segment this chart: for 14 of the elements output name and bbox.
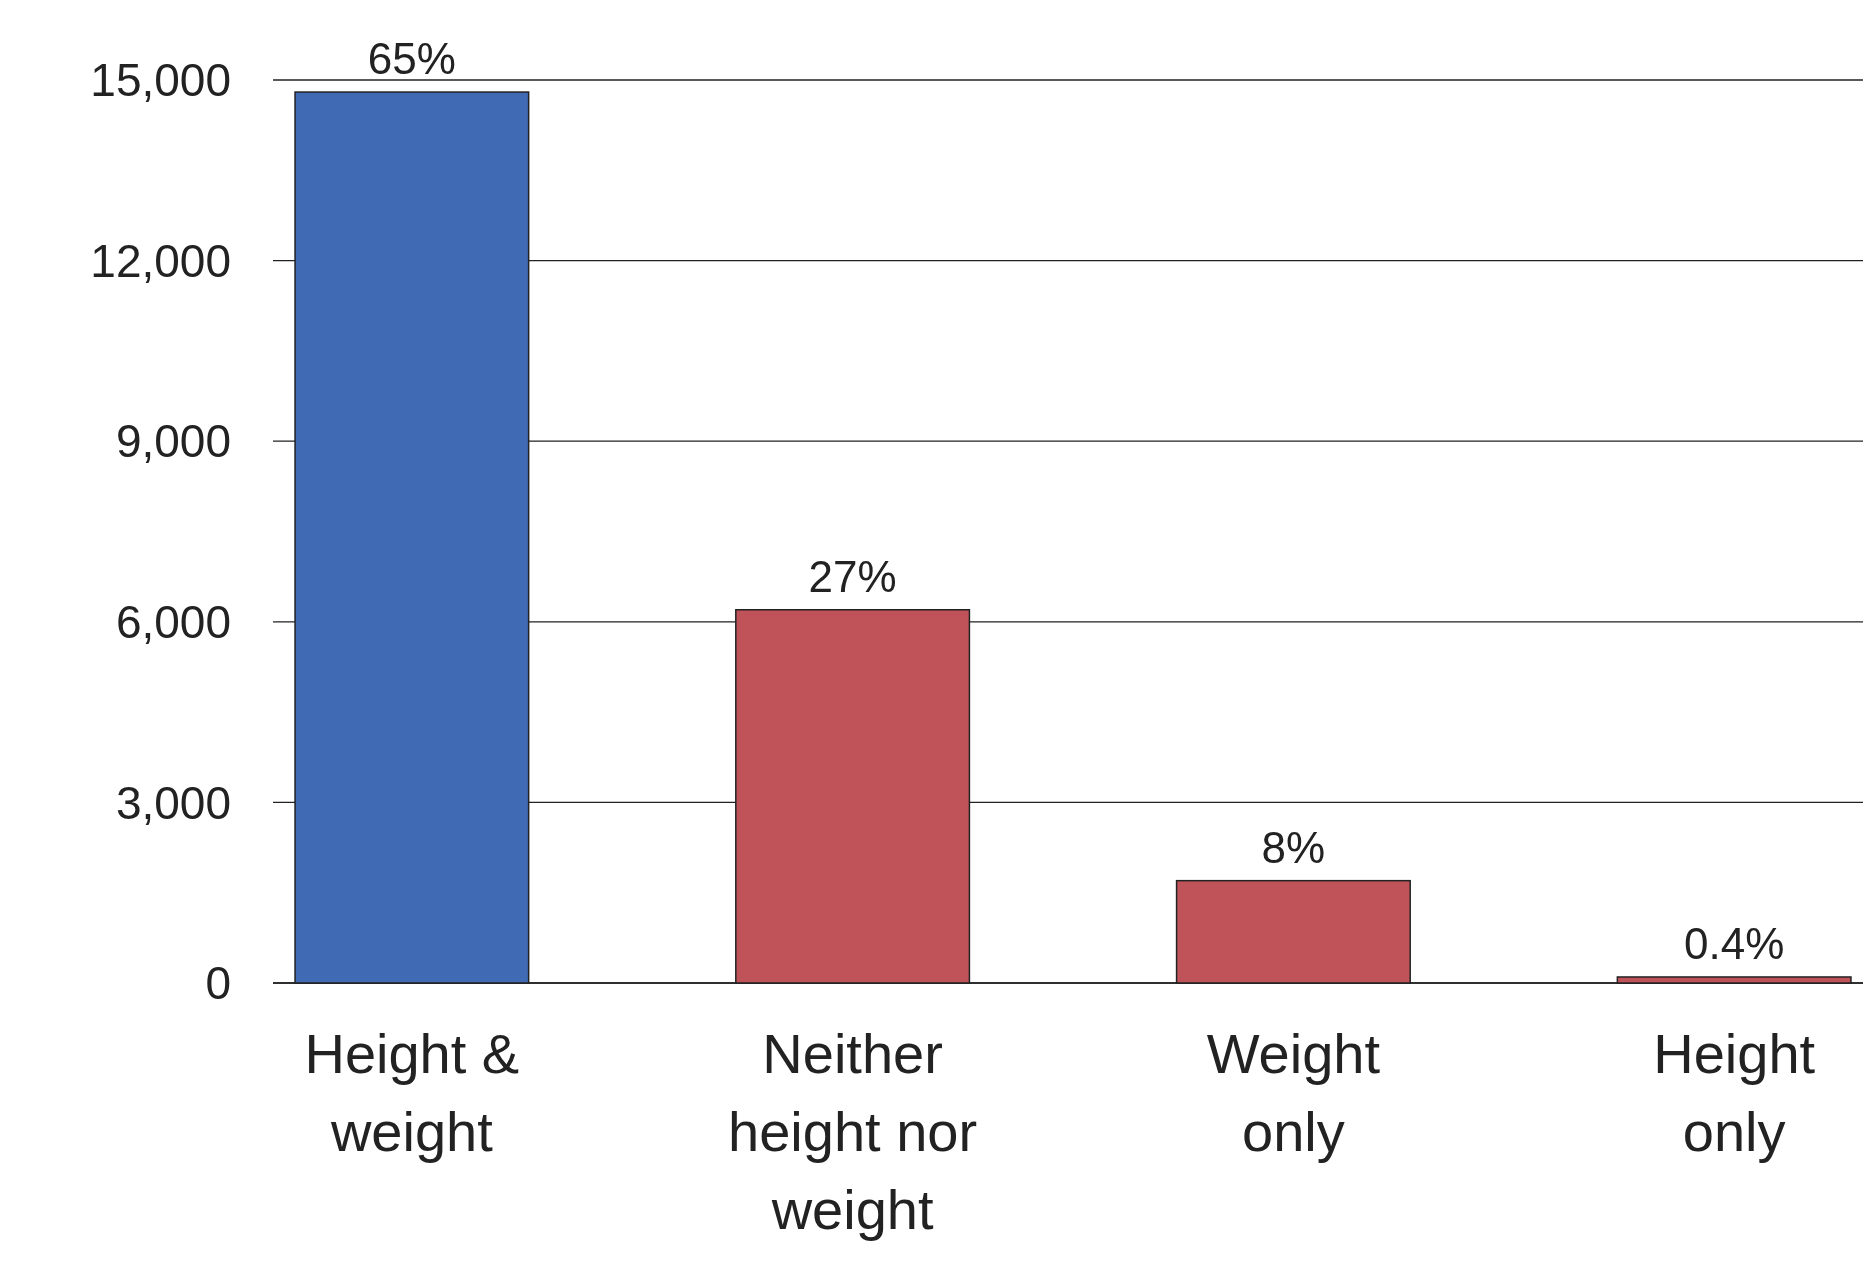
y-tick-label: 12,000 [90, 234, 231, 287]
annotation: 27% [808, 551, 897, 601]
y-tick-label: 6,000 [115, 595, 231, 648]
x-tick-label: Height & weight [304, 1022, 520, 1163]
x-tick-label: Neither height nor weight [728, 1022, 978, 1241]
annotation: 0.4% [1684, 918, 1785, 968]
y-tick-label: 3,000 [115, 776, 231, 829]
annotation: 8% [1261, 822, 1326, 872]
annotation: 65% [367, 34, 456, 84]
y-tick-label: 15,000 [90, 54, 231, 107]
y-tick-label: 9,000 [115, 415, 231, 468]
y-tick-label: 0 [205, 957, 231, 1010]
x-tick-label: Weight only [1206, 1022, 1381, 1163]
x-tick-label: Height only [1653, 1022, 1816, 1163]
